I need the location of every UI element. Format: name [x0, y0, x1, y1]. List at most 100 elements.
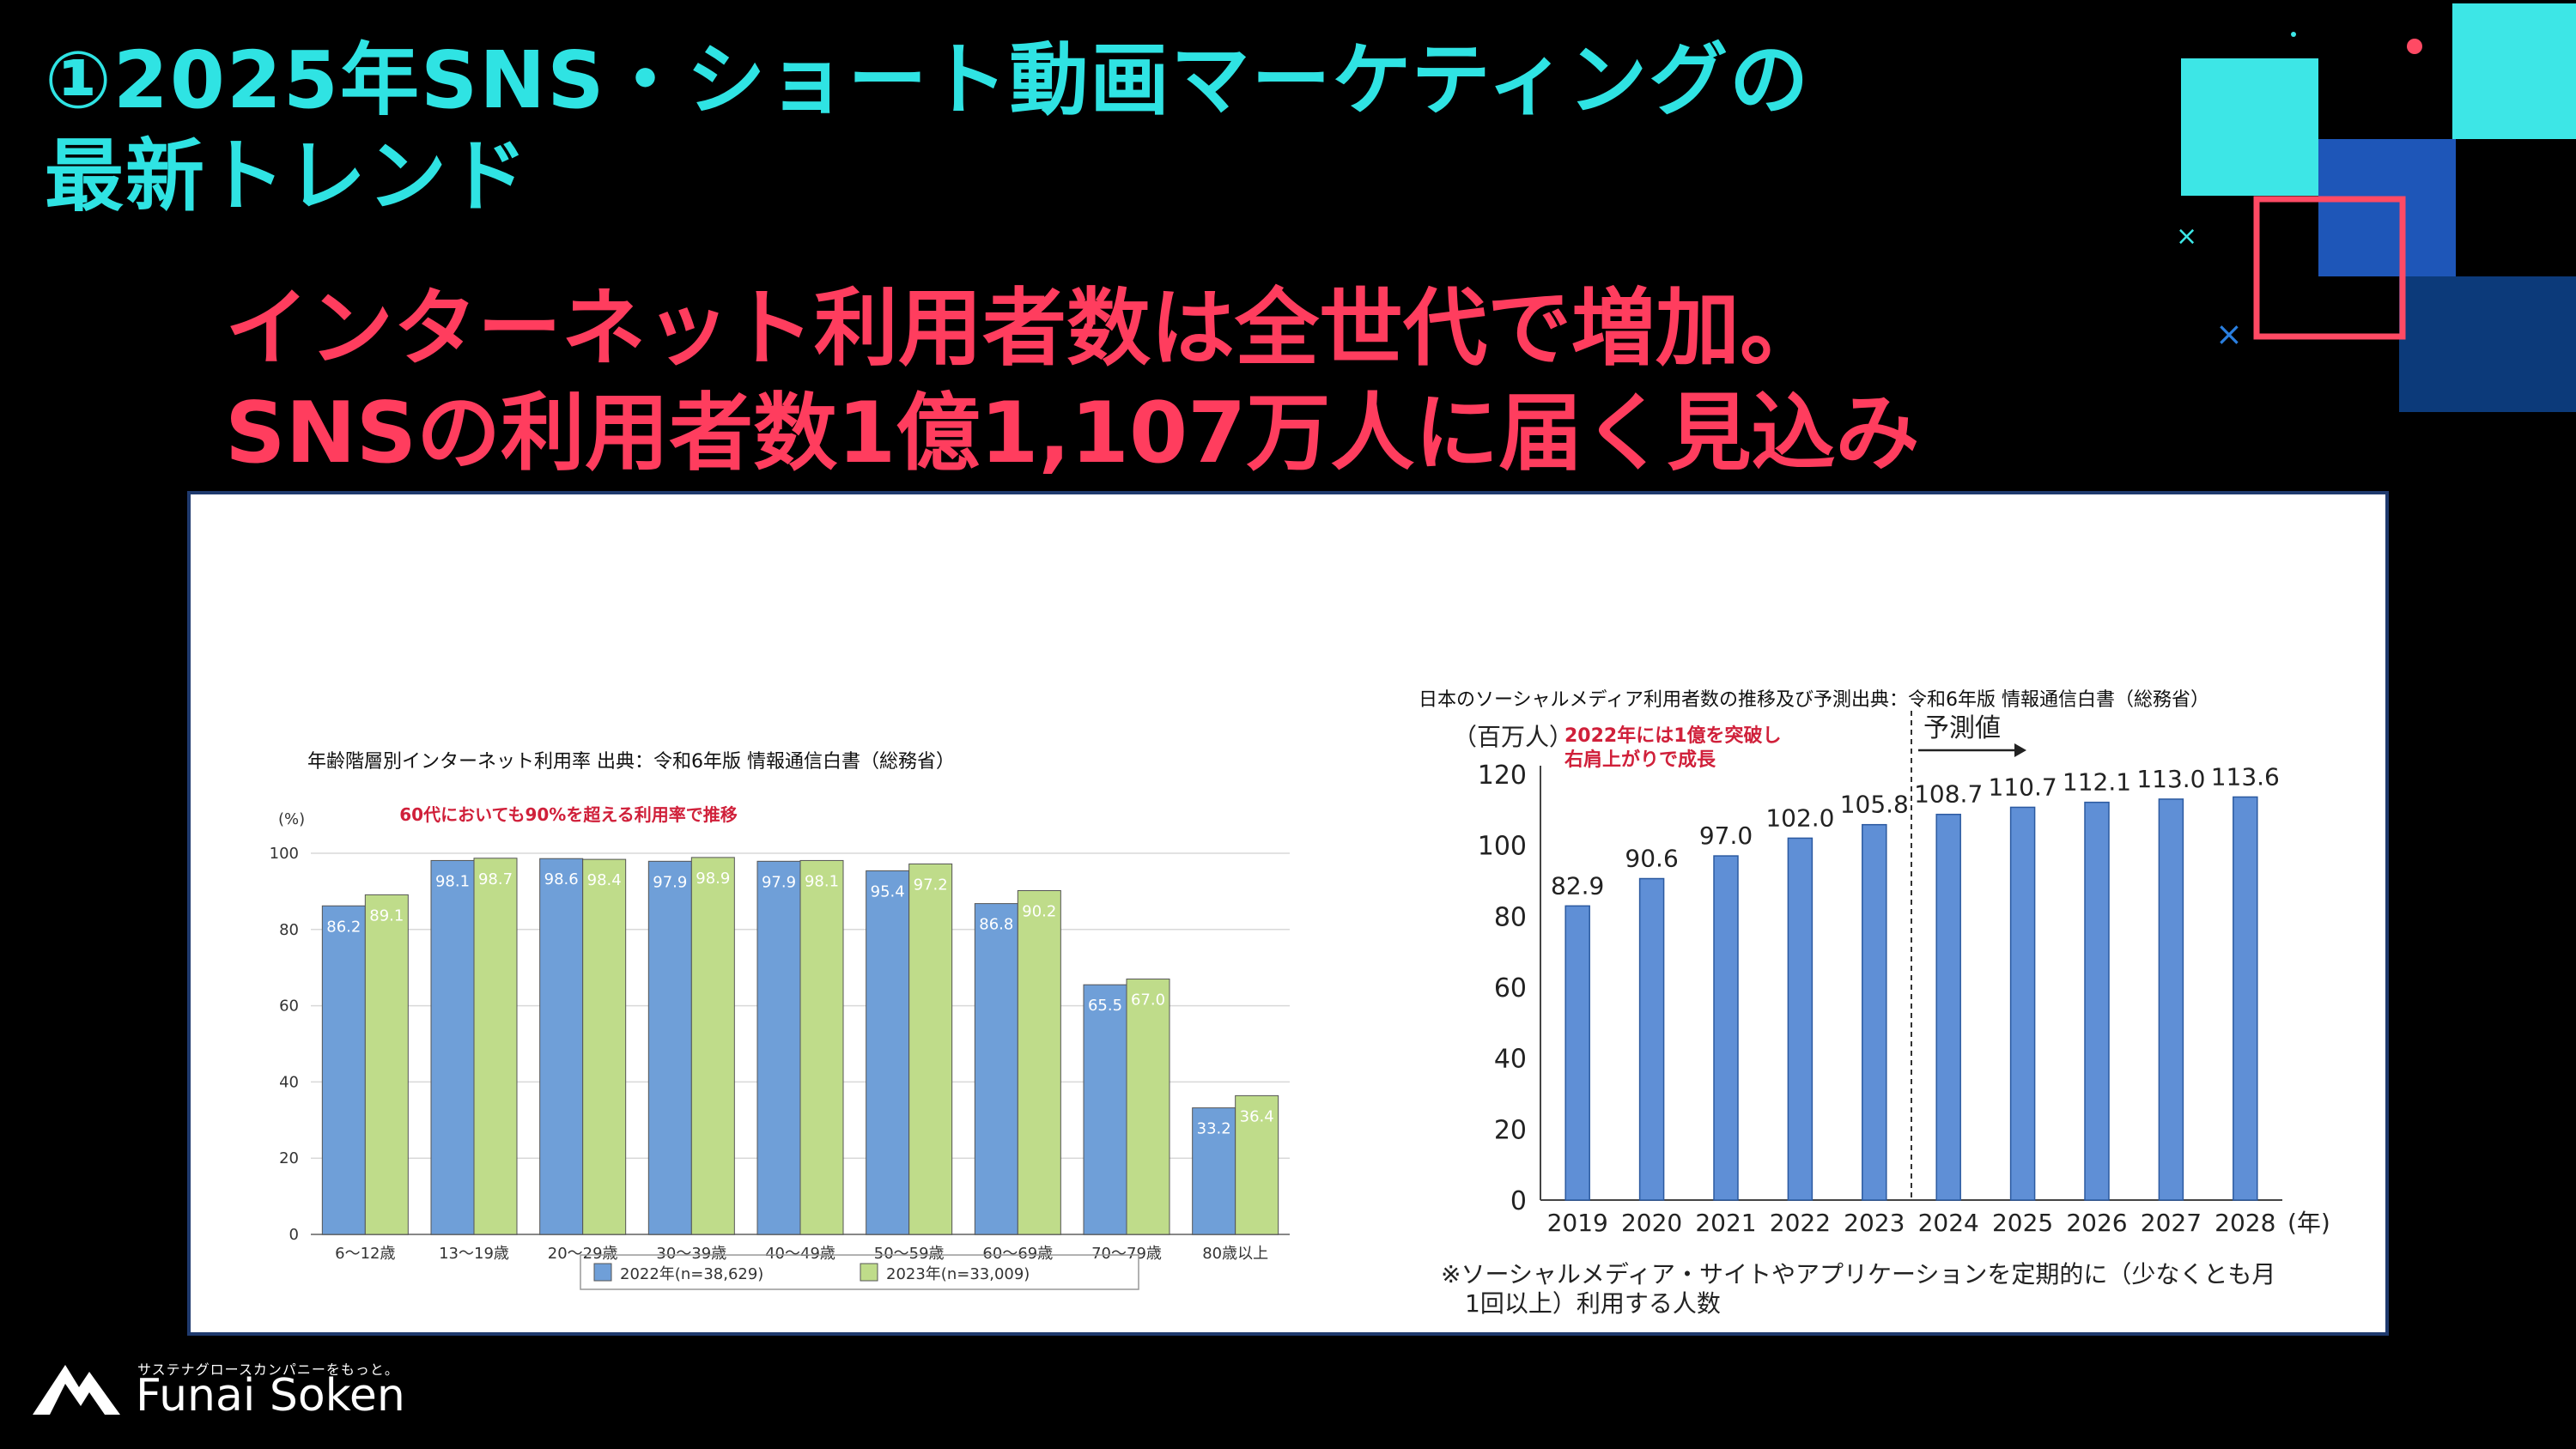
chart2-title: 日本のソーシャルメディア利用者数の推移及び予測出典：令和6年版 情報通信白書（総…	[1419, 689, 2209, 711]
chart2-bar	[2009, 806, 2036, 1201]
logo-tagline: サステナグロースカンパニーをもっと。	[137, 1361, 399, 1378]
chart2-xtick-label: 2023	[1844, 1209, 1905, 1237]
chart2-ytick-label: 40	[1494, 1045, 1527, 1075]
chart2-ytick-label: 120	[1478, 761, 1527, 791]
chart2-xtick-label: 2019	[1547, 1209, 1608, 1237]
chart1-xtick-label: 70～79歳	[1091, 1245, 1162, 1263]
chart1-legend-swatch	[860, 1263, 878, 1282]
chart2-xtick-label: 2020	[1621, 1209, 1682, 1237]
slide-title-line2: 最新トレンド	[45, 130, 530, 222]
chart1-xtick-label: 30～39歳	[656, 1245, 726, 1263]
chart2-xtick-label: 2021	[1695, 1209, 1756, 1237]
chart1-ylabel: (%)	[278, 810, 305, 828]
chart1-data-label: 97.2	[914, 876, 948, 894]
chart1-xtick-label: 80歳以上	[1202, 1245, 1268, 1263]
chart1-bar	[799, 859, 844, 1235]
chart2-forecast-label: 予測値	[1923, 713, 2001, 743]
chart2-ytick-label: 100	[1478, 832, 1527, 862]
svg-text:×: ×	[2176, 221, 2197, 252]
chart2-data-label: 82.9	[1551, 871, 1604, 900]
chart1-ytick-label: 100	[270, 845, 299, 863]
chart1-data-label: 95.4	[871, 882, 905, 900]
chart1-xtick-label: 40～49歳	[765, 1245, 835, 1263]
chart2-bar	[1564, 905, 1590, 1201]
chart2-ytick-label: 60	[1494, 973, 1527, 1003]
chart1-bar	[364, 894, 409, 1235]
chart1-bar	[756, 860, 801, 1235]
chart1-data-label: 98.4	[587, 871, 622, 889]
chart2-footnote-line1: ※ソーシャルメディア・サイトやアプリケーションを定期的に（少なくとも月	[1441, 1260, 2275, 1288]
chart1-data-label: 65.5	[1088, 997, 1122, 1015]
chart1-ytick-label: 80	[279, 921, 299, 939]
chart1-bar	[473, 858, 518, 1235]
chart1-data-label: 98.7	[478, 870, 513, 888]
chart1-bar	[539, 858, 584, 1235]
chart1-data-label: 33.2	[1197, 1120, 1231, 1138]
chart1-data-label: 36.4	[1240, 1107, 1274, 1125]
decorative-squares: × ×	[2176, 3, 2576, 412]
chart2-annotation-line1: 2022年には1億を突破し	[1564, 724, 1782, 747]
chart1-ytick-label: 0	[289, 1226, 299, 1244]
chart1-bar	[430, 859, 475, 1235]
chart2-annotation-line2: 右肩上がりで成長	[1564, 749, 1716, 771]
chart1-legend-label: 2022年(n=38,629)	[620, 1265, 763, 1283]
headline-line2: SNSの利用者数1億1,107万人に届く見込み	[225, 385, 1920, 482]
chart2-xtick-label: 2024	[1918, 1209, 1979, 1237]
chart2-forecast-arrowhead	[2014, 743, 2026, 757]
chart-panel: 年齢階層別インターネット利用率 出典：令和6年版 情報通信白書（総務省） (%)…	[187, 491, 2389, 1336]
chart1-xtick-label: 60～69歳	[982, 1245, 1053, 1263]
chart2-xtick-label: 2022	[1770, 1209, 1831, 1237]
chart2-ytick-label: 80	[1494, 902, 1527, 932]
chart1-bar	[647, 860, 692, 1235]
chart1-ytick-label: 20	[279, 1149, 299, 1167]
chart1-title: 年齢階層別インターネット利用率 出典：令和6年版 情報通信白書（総務省）	[307, 751, 955, 773]
chart2-data-label: 113.0	[2136, 765, 2205, 793]
chart1-xtick-label: 13～19歳	[439, 1245, 509, 1263]
chart2-bar	[1862, 823, 1887, 1201]
chart2-data-label: 113.6	[2211, 762, 2280, 791]
chart1-data-label: 98.6	[544, 870, 579, 888]
chart1-data-label: 90.2	[1022, 903, 1056, 921]
funai-logo-icon	[33, 1365, 120, 1415]
chart2-data-label: 112.1	[2063, 768, 2131, 797]
chart2-bar	[2158, 798, 2184, 1201]
chart1-data-label: 97.9	[762, 873, 796, 891]
chart2-ylabel: （百万人）	[1453, 723, 1573, 751]
chart2-ytick-label: 0	[1510, 1186, 1527, 1216]
chart2-xlabel-unit: (年)	[2287, 1209, 2330, 1237]
chart1-legend-label: 2023年(n=33,009)	[886, 1265, 1030, 1283]
chart1-annotation: 60代においても90%を超える利用率で推移	[399, 804, 738, 825]
chart2-data-label: 97.0	[1699, 822, 1753, 850]
chart2-xtick-label: 2027	[2141, 1209, 2202, 1237]
chart2-bar	[1935, 813, 1961, 1201]
chart1-data-label: 89.1	[369, 906, 404, 925]
chart1-bar	[908, 863, 953, 1235]
chart1-bar	[866, 870, 910, 1235]
chart1-bar	[690, 857, 735, 1235]
chart1-xtick-label: 20～29歳	[548, 1245, 618, 1263]
chart2-data-label: 105.8	[1840, 791, 1909, 819]
chart2-bar	[2084, 801, 2110, 1201]
chart2-bar	[1713, 855, 1739, 1201]
chart1-bar	[1017, 890, 1061, 1235]
chart2-ytick-label: 20	[1494, 1115, 1527, 1145]
chart1-ytick-label: 60	[279, 997, 299, 1016]
chart1-xtick-label: 6～12歳	[335, 1245, 395, 1263]
chart1-ytick-label: 40	[279, 1073, 299, 1091]
chart1-xtick-label: 50～59歳	[874, 1245, 945, 1263]
chart1-bar	[1192, 1107, 1236, 1235]
chart2-footnote-line2: 1回以上）利用する人数	[1465, 1289, 1721, 1318]
chart1-data-label: 98.9	[696, 870, 730, 888]
chart2-bar	[2233, 796, 2258, 1201]
slide-title: ①2025年SNS・ショート動画マーケティングの 最新トレンド	[45, 33, 2020, 225]
chart2-bar	[1787, 837, 1814, 1201]
chart2-xtick-label: 2025	[1992, 1209, 2053, 1237]
chart1-data-label: 97.9	[653, 873, 687, 891]
chart1-legend-box	[580, 1254, 1139, 1290]
chart2-data-label: 90.6	[1625, 845, 1678, 873]
chart1-data-label: 86.2	[326, 918, 361, 936]
chart1-bar	[1126, 979, 1170, 1235]
chart1-bar	[582, 858, 627, 1235]
chart1-data-label: 98.1	[805, 872, 839, 890]
headline-line1: インターネット利用者数は全世代で増加。	[225, 280, 1825, 378]
